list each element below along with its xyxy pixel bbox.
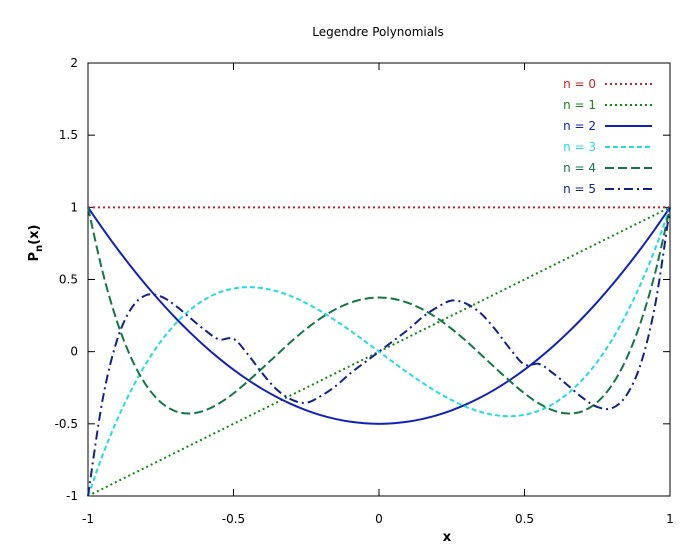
y-axis-label-sub: n — [34, 245, 45, 252]
x-axis-label: x — [443, 530, 452, 545]
y-axis-label: Pn(x) — [27, 225, 45, 262]
y-tick-label: 1 — [70, 200, 78, 214]
y-tick-label: 1.5 — [59, 128, 78, 142]
legend-label-n4: n = 4 — [563, 161, 596, 175]
x-tick-label: -0.5 — [222, 512, 245, 526]
series-line-n4 — [87, 207, 671, 415]
legend-label-n3: n = 3 — [563, 140, 596, 154]
series-line-n2 — [87, 206, 671, 425]
series-curves — [87, 206, 671, 497]
x-tick-label: 1 — [666, 512, 674, 526]
series-line-n5 — [87, 207, 671, 497]
series-line-n1 — [87, 206, 671, 497]
y-tick-label: -0.5 — [55, 417, 78, 431]
legend-label-n1: n = 1 — [563, 98, 596, 112]
chart-title: Legendre Polynomials — [312, 25, 443, 39]
y-tick-label: 0 — [70, 345, 78, 359]
legend-label-n2: n = 2 — [563, 119, 596, 133]
legend-label-n5: n = 5 — [563, 182, 596, 196]
x-tick-label: 0 — [375, 512, 383, 526]
y-axis-label-suffix: (x) — [27, 225, 42, 245]
series-line-n3 — [87, 206, 671, 497]
y-tick-label: 2 — [70, 56, 78, 70]
y-tick-label: 0.5 — [59, 273, 78, 287]
legend-label-n0: n = 0 — [563, 77, 596, 91]
axis-ticks: -1 -0.5 0 0.5 1 -1 -0.5 0 0.5 1 1.5 2 — [55, 56, 674, 526]
y-axis-label-main: P — [27, 252, 42, 262]
x-tick-label: -1 — [82, 512, 94, 526]
legend: n = 0 n = 1 n = 2 n = 3 n = 4 n = 5 — [563, 77, 652, 196]
y-tick-label: -1 — [66, 489, 78, 503]
x-tick-label: 0.5 — [515, 512, 534, 526]
